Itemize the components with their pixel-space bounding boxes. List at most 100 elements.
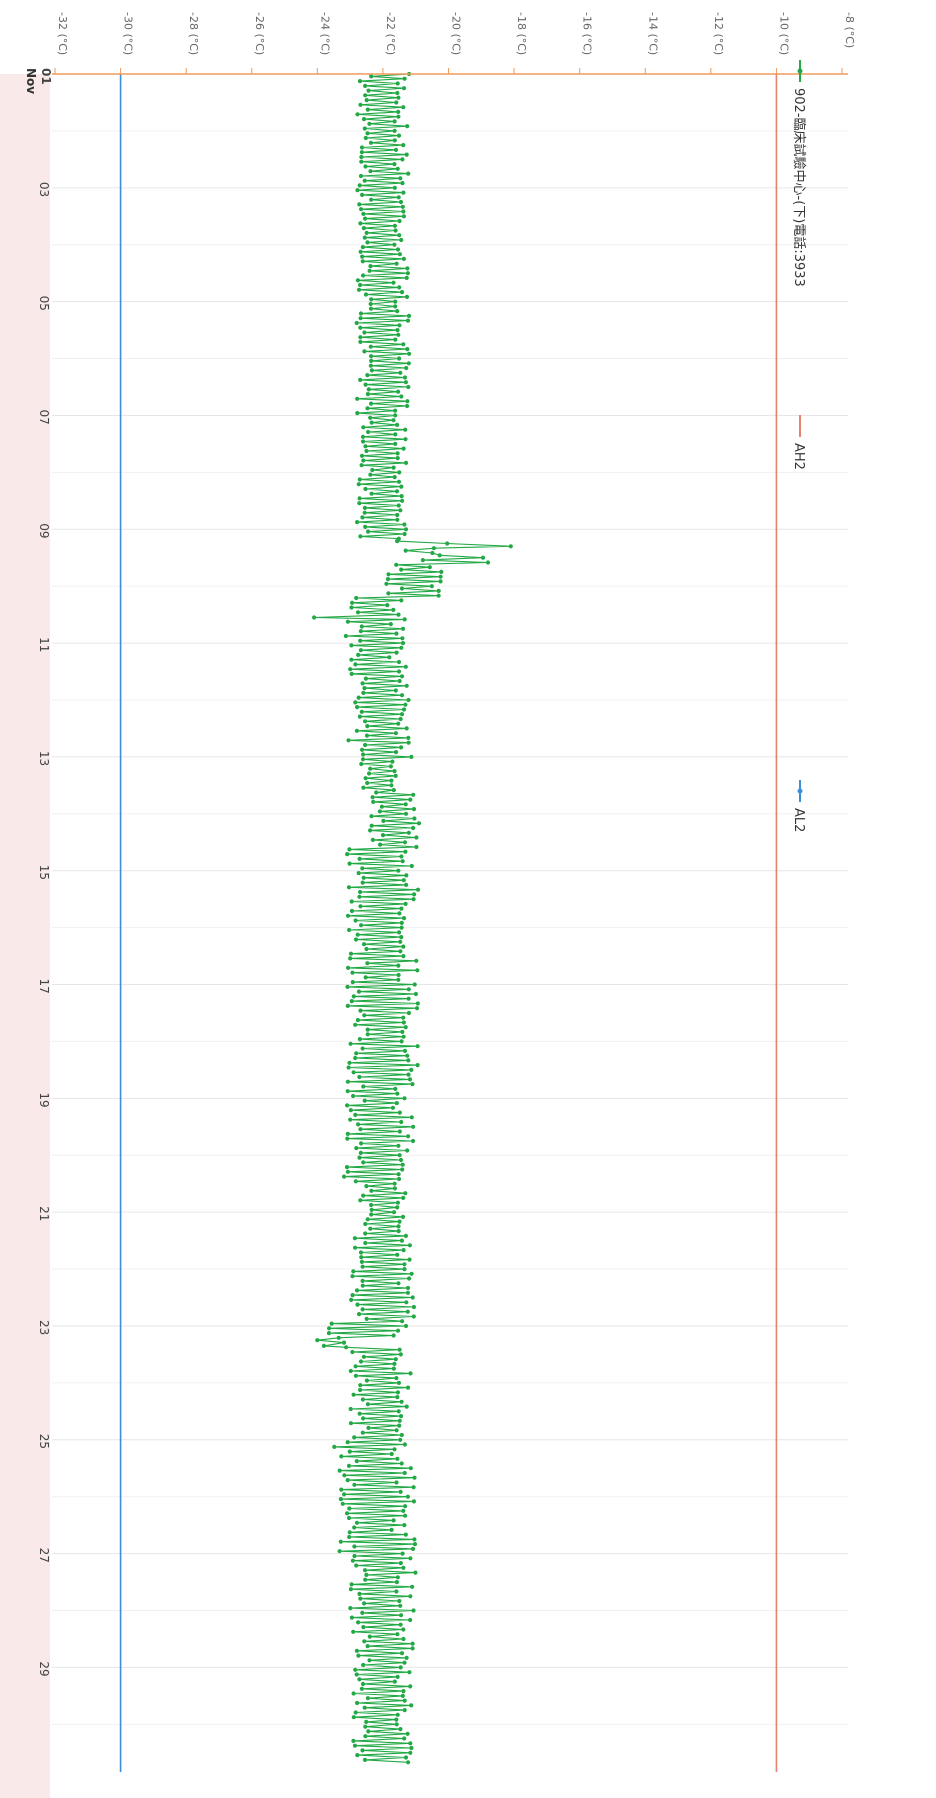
series-point	[359, 463, 364, 468]
series-point	[364, 1572, 369, 1577]
series-point	[402, 617, 407, 622]
series-point	[397, 1418, 402, 1423]
series-point	[402, 840, 408, 845]
series-point	[348, 956, 353, 961]
series-point	[353, 1373, 358, 1378]
series-point	[357, 183, 362, 188]
series-point	[406, 171, 411, 176]
series-point	[361, 1160, 366, 1165]
series-point	[353, 918, 358, 923]
series-point	[360, 757, 366, 762]
series-point	[349, 899, 354, 904]
series-point	[349, 657, 354, 662]
series-point	[357, 1677, 362, 1682]
series-point	[403, 849, 408, 854]
series-point	[346, 885, 352, 890]
series-point	[410, 1584, 415, 1589]
series-point	[357, 856, 362, 862]
series-point	[397, 356, 402, 361]
series-point	[414, 1006, 420, 1011]
series-point	[369, 1202, 374, 1208]
series-point	[355, 188, 360, 193]
series-point	[337, 1468, 342, 1473]
series-point	[358, 102, 363, 107]
series-point	[369, 297, 374, 302]
series-point	[403, 427, 408, 432]
axis-layer: -32 (°C) -30 (°C) -28 (°C) -26 (°C) -24 (°C)…	[24, 12, 856, 1677]
series-point	[360, 1610, 365, 1615]
series-point	[397, 1129, 402, 1134]
series-point	[360, 1283, 365, 1288]
date-tick-label: 11	[37, 637, 51, 652]
series-point	[384, 581, 389, 586]
series-point	[400, 1167, 405, 1172]
series-point	[371, 799, 376, 805]
series-point	[392, 475, 397, 480]
series-point	[415, 1044, 420, 1049]
series-point	[400, 1693, 405, 1698]
series-point	[399, 598, 404, 603]
series-point	[358, 1198, 363, 1203]
series-point	[363, 93, 368, 98]
series-point	[358, 173, 364, 179]
series-point	[401, 214, 406, 219]
series-point	[430, 550, 435, 556]
series-point	[390, 1105, 395, 1110]
series-point	[360, 880, 365, 885]
series-point	[361, 1193, 366, 1198]
series-point	[411, 792, 416, 797]
series-point	[436, 588, 441, 594]
series-point	[403, 1504, 408, 1509]
series-point	[403, 1233, 408, 1238]
series-point	[406, 313, 412, 318]
series-point	[403, 1323, 409, 1329]
series-point	[399, 693, 405, 698]
series-point	[399, 1461, 404, 1466]
series-point	[362, 178, 367, 183]
series-point	[403, 380, 408, 385]
series-point	[361, 273, 366, 278]
series-point	[398, 1665, 403, 1670]
series-point	[408, 1466, 413, 1471]
series-point	[397, 285, 402, 290]
series-point	[368, 472, 373, 477]
series-point	[351, 1269, 356, 1274]
series-point	[403, 1513, 408, 1518]
date-tick-label: 15	[37, 865, 51, 880]
series-point	[399, 567, 404, 572]
series-point	[348, 1041, 353, 1046]
series-point	[348, 951, 354, 956]
series-point	[405, 1731, 410, 1736]
series-point	[350, 600, 355, 605]
series-point	[345, 913, 351, 918]
series-point	[344, 1345, 349, 1350]
series-point	[356, 695, 361, 700]
series-point	[345, 1103, 350, 1108]
series-point	[351, 1093, 356, 1099]
series-point	[395, 539, 400, 544]
series-point	[365, 1696, 370, 1701]
series-point	[365, 1032, 370, 1037]
series-point	[389, 783, 394, 788]
series-point	[346, 1065, 351, 1070]
series-point	[394, 1101, 399, 1106]
series-point	[370, 837, 375, 843]
series-point	[391, 418, 396, 423]
series-point	[399, 745, 404, 750]
series-point	[370, 795, 375, 800]
series-point	[369, 197, 374, 202]
series-point	[401, 1015, 406, 1020]
series-point	[361, 439, 366, 444]
series-point	[361, 785, 366, 790]
series-point	[400, 1162, 405, 1167]
series-point	[400, 181, 405, 186]
series-point	[394, 489, 400, 494]
series-point	[356, 871, 361, 876]
series-point	[368, 301, 373, 307]
series-point	[353, 700, 358, 705]
series-point	[351, 1715, 356, 1720]
series-point	[365, 961, 370, 966]
series-point	[409, 1703, 414, 1708]
series-point	[336, 1335, 341, 1340]
